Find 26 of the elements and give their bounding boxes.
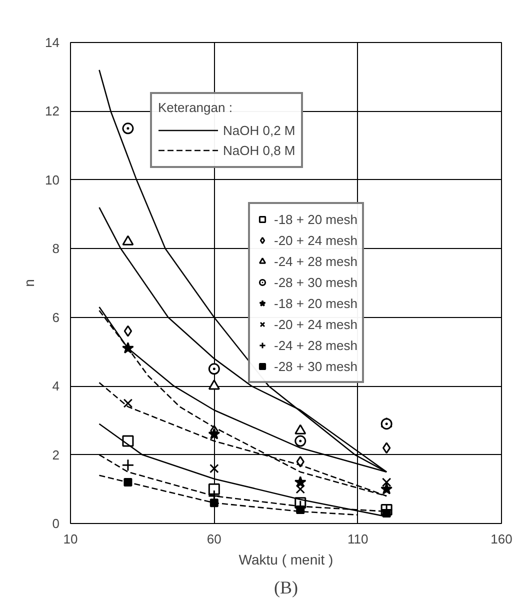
- legend-label: -28 + 30 mesh: [274, 358, 358, 374]
- y-tick-label: 4: [52, 378, 60, 394]
- y-tick-label: 0: [52, 516, 60, 531]
- x-tick-label: 60: [206, 532, 222, 546]
- legend-label: -20 + 24 mesh: [274, 232, 358, 248]
- x-tick-label: 10: [63, 532, 78, 546]
- y-tick-label: 8: [52, 241, 60, 256]
- y-axis-title: n: [21, 279, 38, 287]
- y-tick-label: 14: [45, 35, 60, 50]
- legend-label: -18 + 20 mesh: [274, 212, 358, 226]
- legend-title: Keterangan :: [158, 100, 234, 115]
- legend-label: -24 + 28 mesh: [274, 338, 358, 352]
- legend-label: -28 + 30 mesh: [274, 274, 358, 290]
- legend-label: -24 + 28 mesh: [274, 254, 358, 268]
- legend-label: NaOH 0,2 M: [223, 122, 296, 138]
- text: (B): [274, 578, 298, 598]
- x-tick-label: 110: [347, 532, 368, 546]
- y-tick-label: 10: [45, 172, 60, 188]
- x-axis-title: Waktu ( menit ): [238, 552, 334, 568]
- y-tick-label: 2: [52, 447, 60, 462]
- legend-label: NaOH 0,8 M: [223, 142, 296, 158]
- legend-label: -20 + 24 mesh: [274, 316, 358, 332]
- legend-label: -18 + 20 mesh: [274, 296, 358, 310]
- y-tick-label: 12: [45, 104, 60, 119]
- y-tick-label: 6: [52, 310, 60, 325]
- x-tick-label: 160: [490, 532, 512, 546]
